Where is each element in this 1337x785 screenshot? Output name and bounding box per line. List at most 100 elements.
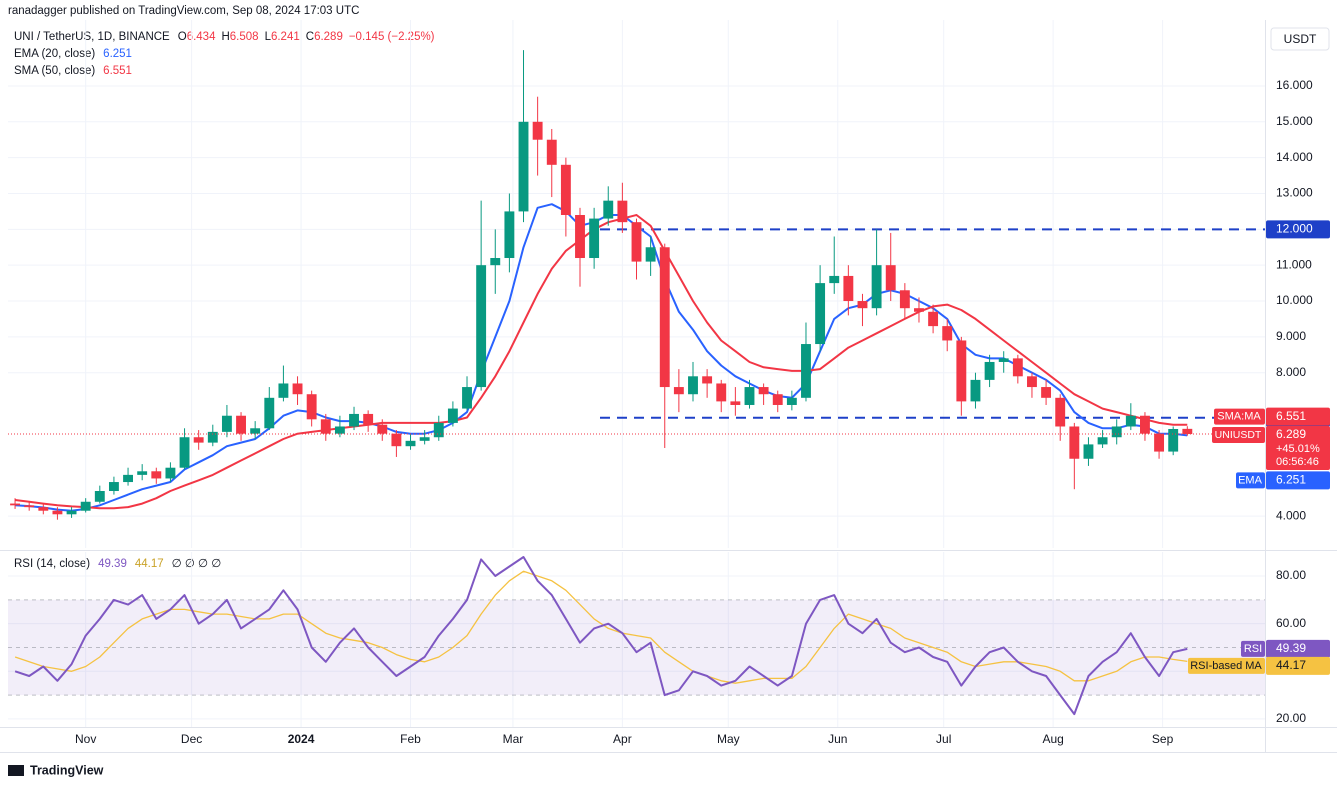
candle-body: [843, 275, 854, 302]
candle-body: [349, 413, 359, 427]
candle-body: [207, 431, 218, 443]
candle-body: [108, 482, 119, 492]
candle-body: [928, 311, 939, 327]
rsi-legend: RSI (14, close) 49.39 44.17 ∅ ∅ ∅ ∅: [14, 558, 221, 570]
candle-body: [433, 422, 444, 438]
candle-body: [320, 419, 331, 434]
x-tick-label: Nov: [75, 732, 96, 746]
candle-body: [645, 247, 656, 262]
badge-value: 6.551: [1276, 409, 1306, 423]
indicator-line: [14, 556, 1188, 716]
candle-body: [1168, 428, 1179, 452]
candle-body: [899, 290, 910, 309]
candle-body: [66, 510, 77, 515]
candle-body: [532, 121, 543, 140]
published-note: ranadagger published on TradingView.com,…: [8, 5, 359, 17]
candle-body: [1125, 415, 1136, 427]
y-tick-label: 11.000: [1276, 257, 1312, 271]
y-tick-label: 13.000: [1276, 186, 1313, 200]
candle-body: [617, 200, 628, 223]
candle-body: [857, 301, 868, 309]
legend-value: 44.17: [135, 558, 164, 570]
candle-body: [702, 376, 713, 384]
symbol: UNI / TetherUS, 1D, BINANCE: [14, 31, 170, 43]
candle-body: [490, 258, 501, 266]
indicator-line: [14, 214, 1188, 510]
badge-value: 44.17: [1276, 658, 1306, 672]
change: −0.145 (−2.25%): [349, 31, 435, 43]
legend-value: 6.251: [103, 48, 132, 60]
candle-body: [94, 491, 105, 502]
y-tick-label: 60.00: [1276, 616, 1306, 630]
candle-body: [984, 361, 995, 380]
candle-body: [377, 424, 388, 434]
candle-body: [151, 471, 162, 479]
badge: [1241, 640, 1265, 657]
candle-body: [1111, 426, 1122, 438]
x-tick-label: Dec: [181, 732, 202, 746]
candle-body: [1097, 437, 1108, 445]
candle-body: [1154, 433, 1165, 452]
candle-body: [801, 344, 811, 398]
candle-body: [942, 326, 953, 341]
x-tick-label: Jun: [828, 732, 847, 746]
y-tick-label: 14.000: [1276, 150, 1313, 164]
candle-body: [758, 387, 769, 395]
candle-body: [137, 471, 148, 475]
candle-body: [250, 428, 261, 434]
candle-body: [10, 503, 21, 506]
candle-body: [179, 437, 190, 468]
y-tick-label: 10.000: [1276, 293, 1313, 307]
candle-body: [278, 383, 289, 398]
legend-name: EMA (20, close): [14, 48, 95, 60]
candle-body: [603, 200, 614, 219]
candle-body: [334, 426, 345, 434]
ohlc-key: H: [221, 31, 229, 43]
candle-body: [52, 510, 63, 515]
ohlc-value: 6.289: [314, 31, 343, 43]
y-tick-label: 15.000: [1276, 114, 1313, 128]
x-tick-label: May: [717, 732, 740, 746]
candle-body: [1012, 358, 1023, 377]
candle-body: [391, 433, 402, 447]
brand-logo: [8, 765, 24, 776]
x-tick-label: Aug: [1042, 732, 1063, 746]
currency[interactable]: USDT: [1284, 32, 1317, 46]
badge: [1188, 657, 1265, 674]
candle-body: [165, 467, 176, 479]
currency-box[interactable]: [1270, 27, 1330, 51]
candle-body: [673, 387, 684, 395]
y-tick-label: 20.00: [1276, 711, 1306, 725]
ohlc-value: 6.508: [230, 31, 259, 43]
ohlc-value: 6.241: [271, 31, 300, 43]
candle-body: [970, 379, 981, 402]
rsi-title: RSI (14, close): [14, 558, 90, 570]
candle-body: [1083, 444, 1094, 459]
candle-body: [24, 505, 35, 508]
candle-body: [1055, 397, 1066, 427]
badge: [1214, 408, 1265, 425]
candle-body: [292, 383, 303, 395]
badge-countdown: 06:56:46: [1276, 456, 1319, 468]
ema-legend: EMA (20, close) 6.251: [14, 48, 132, 60]
badge: [1266, 656, 1330, 675]
x-tick-label: Sep: [1152, 732, 1174, 746]
candle-body: [1140, 415, 1150, 434]
level-badge: [1266, 220, 1330, 239]
candle-body: [716, 383, 727, 402]
x-tick-label: Mar: [503, 732, 524, 746]
candle-body: [772, 394, 783, 405]
badge-label: UNIUSDT: [1215, 429, 1262, 441]
candle-body: [1027, 376, 1037, 388]
badge-value: 6.251: [1276, 473, 1306, 487]
candle-body: [1182, 428, 1193, 435]
badge: [1236, 472, 1265, 489]
candle-body: [193, 437, 204, 443]
candle-body: [306, 394, 317, 420]
candle-body: [871, 265, 882, 309]
x-tick-label: Apr: [613, 732, 632, 746]
y-tick-label: 4.000: [1276, 508, 1306, 522]
ohlc-value: 6.434: [187, 31, 216, 43]
